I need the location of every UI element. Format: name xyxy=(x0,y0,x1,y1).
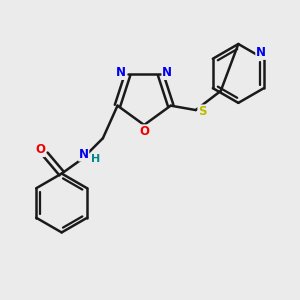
Text: N: N xyxy=(116,66,126,80)
Text: N: N xyxy=(256,46,266,59)
Text: O: O xyxy=(139,125,149,138)
Text: O: O xyxy=(35,143,45,157)
Text: N: N xyxy=(162,66,172,80)
Text: S: S xyxy=(198,105,206,118)
Text: N: N xyxy=(79,148,89,161)
Text: H: H xyxy=(91,154,100,164)
